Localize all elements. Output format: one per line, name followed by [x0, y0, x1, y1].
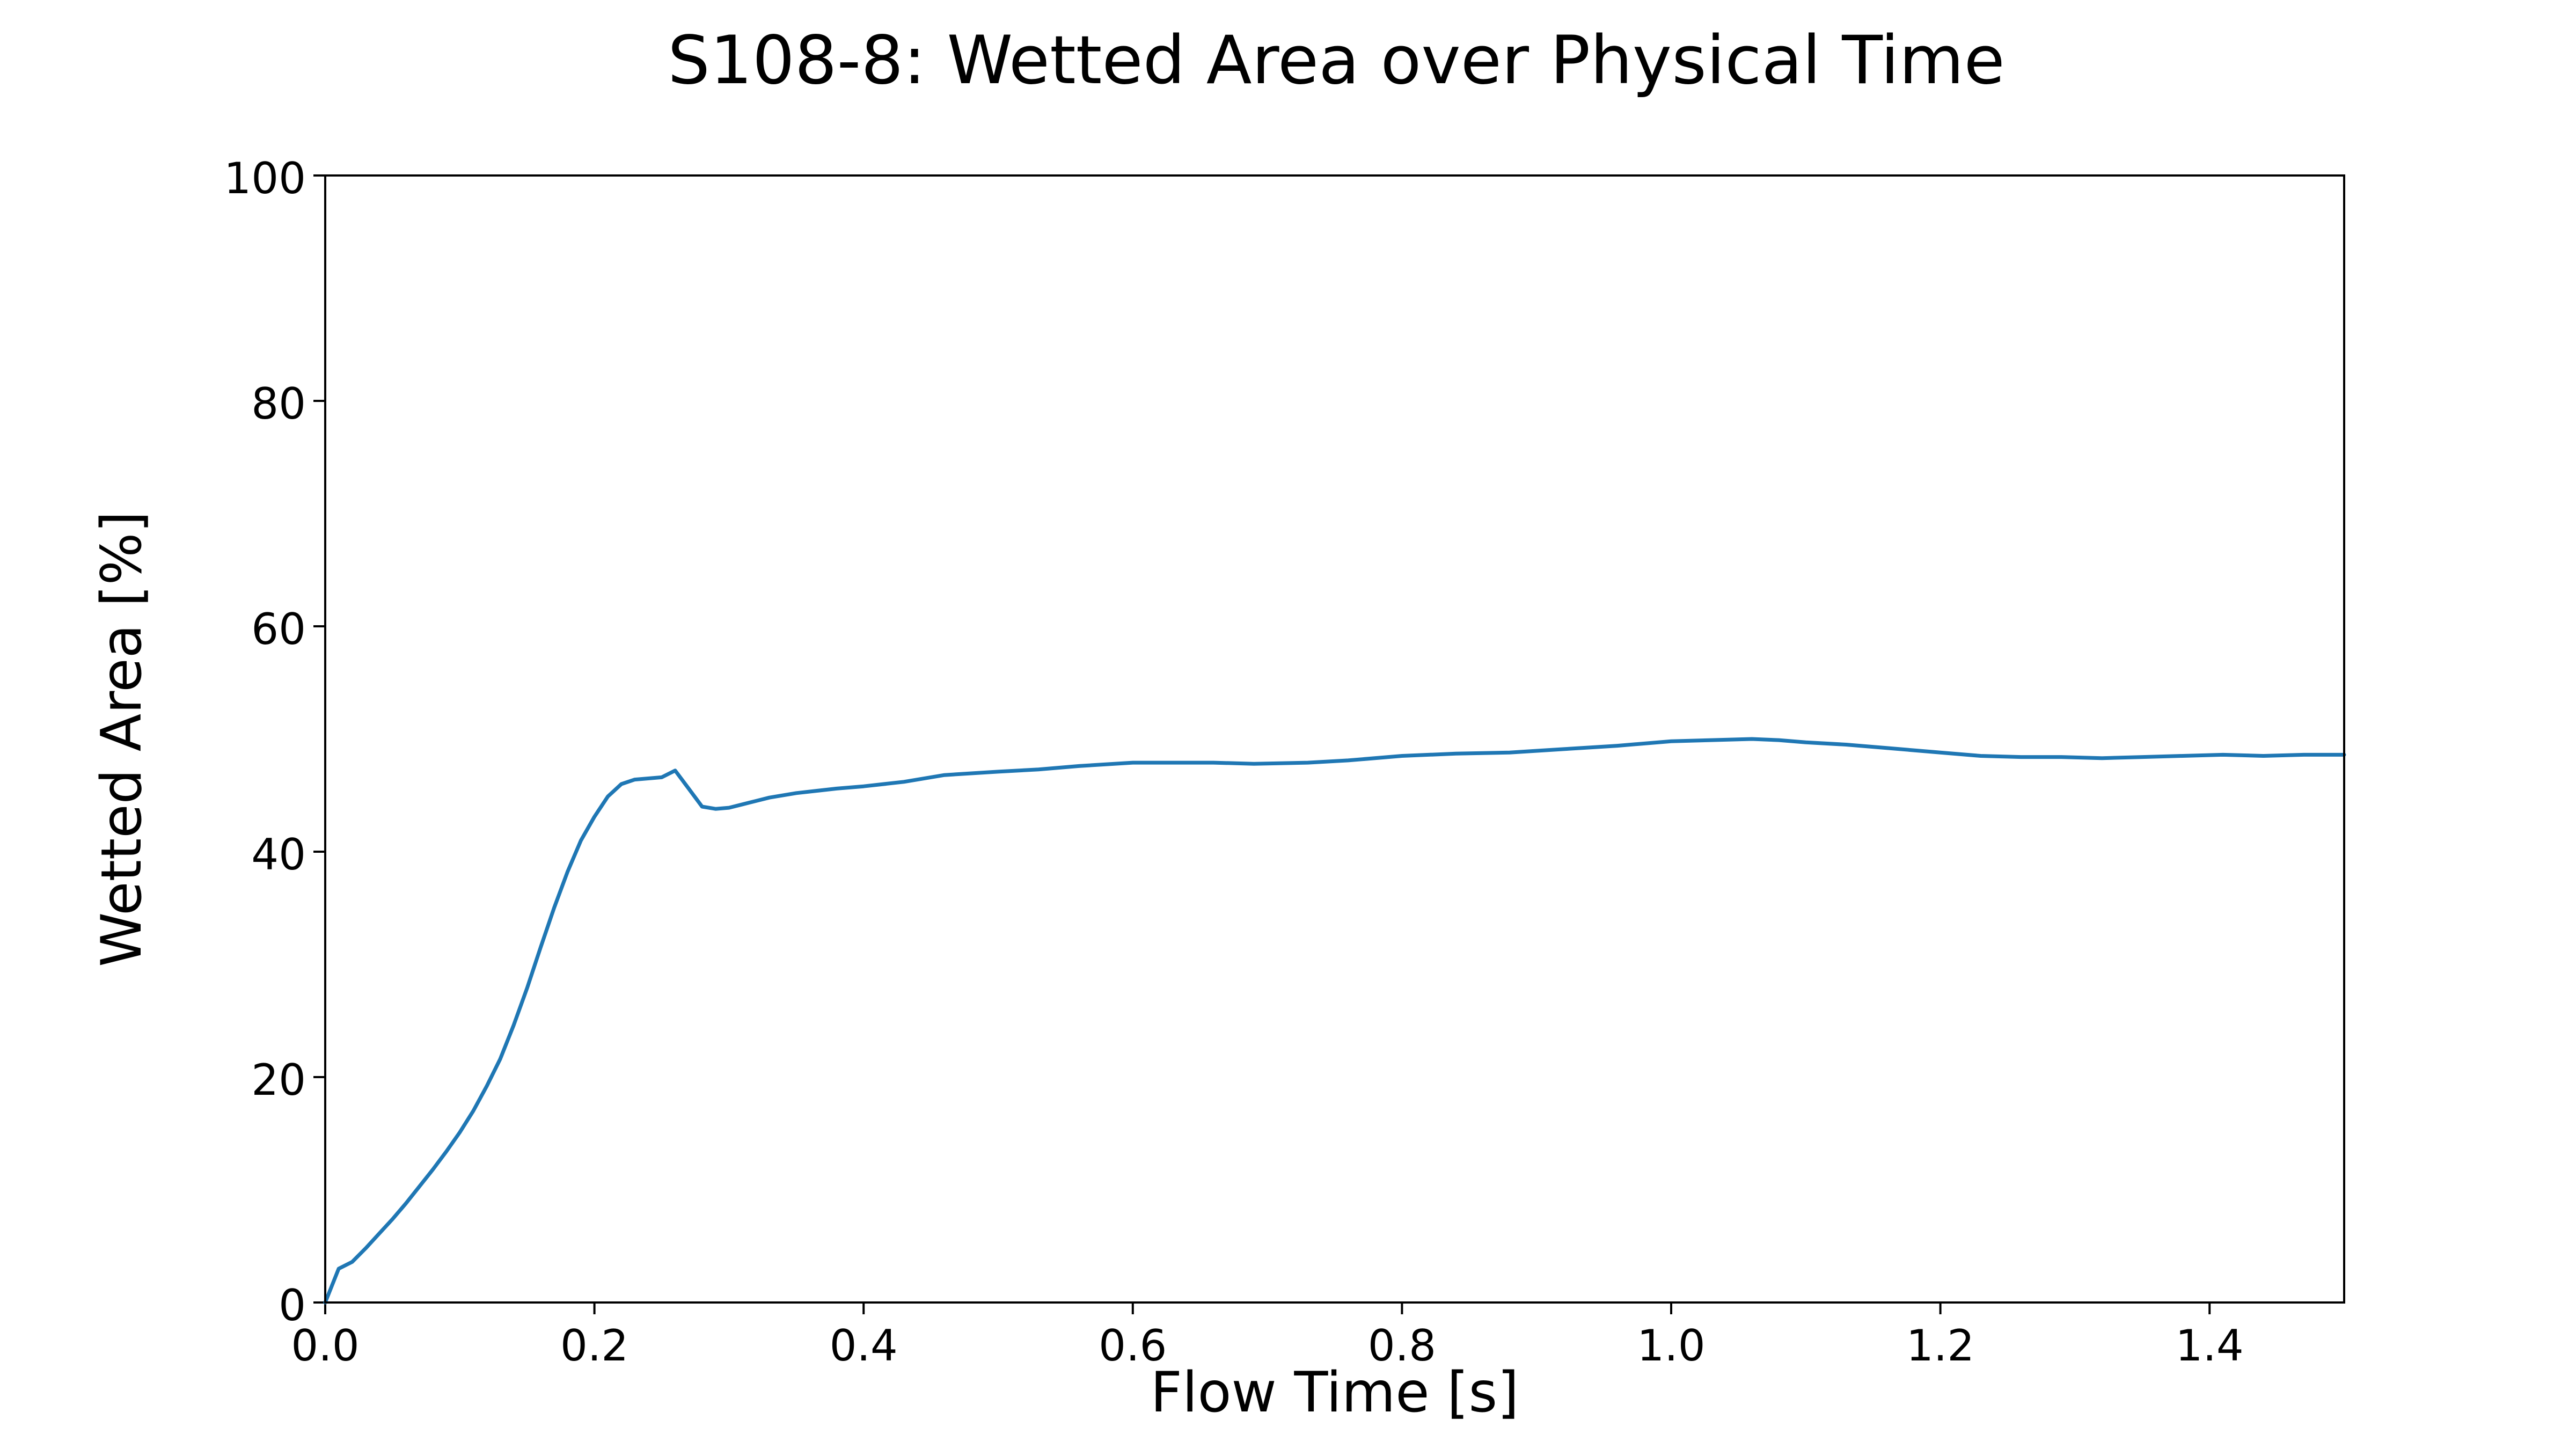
x-axis-label: Flow Time [s]	[1151, 1360, 1519, 1425]
x-tick-label: 0.0	[291, 1321, 359, 1371]
x-tick-label: 0.2	[560, 1321, 628, 1371]
y-axis-label: Wetted Area [%]	[90, 511, 154, 967]
chart-title: S108-8: Wetted Area over Physical Time	[668, 22, 2005, 99]
series-line-0	[323, 737, 2346, 1305]
x-tick-label: 0.6	[1099, 1321, 1167, 1371]
y-tick-label: 20	[251, 1055, 306, 1105]
y-tick-label: 40	[251, 830, 306, 880]
y-tick-label: 0	[279, 1280, 306, 1330]
x-tick-label: 1.2	[1906, 1321, 1974, 1371]
x-tick-label: 1.4	[2176, 1321, 2244, 1371]
plot-series	[323, 737, 2346, 1305]
x-tick-label: 0.4	[830, 1321, 898, 1371]
plot-area-frame	[324, 174, 2345, 1304]
x-tick-label: 1.0	[1637, 1321, 1705, 1371]
x-tick-label: 0.8	[1368, 1321, 1436, 1371]
y-axis-ticks: 0 20 40 60 80 100	[224, 153, 325, 1330]
y-tick-label: 100	[224, 153, 306, 203]
y-tick-label: 80	[251, 379, 306, 429]
x-axis-ticks: 0.0 0.2 0.4 0.6 0.8 1.0 1.2 1.4	[291, 1302, 2244, 1371]
y-tick-label: 60	[251, 604, 306, 654]
